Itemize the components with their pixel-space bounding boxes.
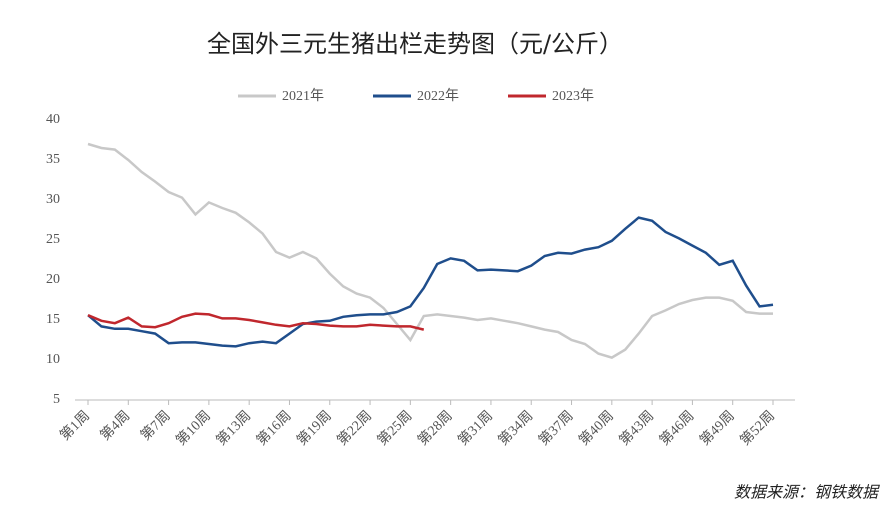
y-tick-label: 15 (46, 312, 60, 327)
x-tick-label: 第52周 (736, 407, 778, 449)
x-tick-label: 第25周 (374, 407, 416, 449)
y-tick-label: 5 (53, 392, 60, 407)
x-tick-label: 第40周 (575, 407, 617, 449)
legend: 2021年 2022年 2023年 (238, 88, 594, 104)
x-tick-label: 第37周 (535, 407, 577, 449)
x-tick-label: 第10周 (172, 407, 214, 449)
series-line (87, 312, 425, 331)
source: 数据来源：钢铁数据 (734, 483, 880, 502)
y-tick-label: 30 (46, 192, 60, 207)
legend-label: 2023年 (552, 88, 594, 104)
x-tick-label: 第46周 (656, 407, 698, 449)
x-tick-label: 第31周 (454, 407, 496, 449)
y-tick-label: 40 (46, 112, 60, 127)
x-tick-label: 第22周 (333, 407, 375, 449)
chart-title: 全国外三元生猪出栏走势图（元/公斤） (207, 30, 623, 58)
y-tick-label: 35 (46, 152, 60, 167)
x-tick-label: 第19周 (293, 407, 335, 449)
x-tick-label: 第7周 (137, 407, 174, 444)
x-tick-label: 第34周 (495, 407, 537, 449)
x-tick-label: 第13周 (213, 407, 255, 449)
legend-label: 2021年 (282, 88, 324, 104)
y-tick-label: 25 (46, 232, 60, 247)
x-tick-label: 第16周 (253, 407, 295, 449)
series-line (87, 142, 773, 359)
series-line (87, 216, 774, 348)
x-tick-label: 第49周 (696, 407, 738, 449)
x-tick-label: 第1周 (56, 407, 93, 444)
x-tick-label: 第28周 (414, 407, 456, 449)
y-tick-label: 10 (46, 352, 60, 367)
x-tick-label: 第43周 (616, 407, 658, 449)
y-tick-label: 20 (46, 272, 60, 287)
legend-label: 2022年 (417, 88, 459, 104)
x-tick-label: 第4周 (97, 407, 134, 444)
